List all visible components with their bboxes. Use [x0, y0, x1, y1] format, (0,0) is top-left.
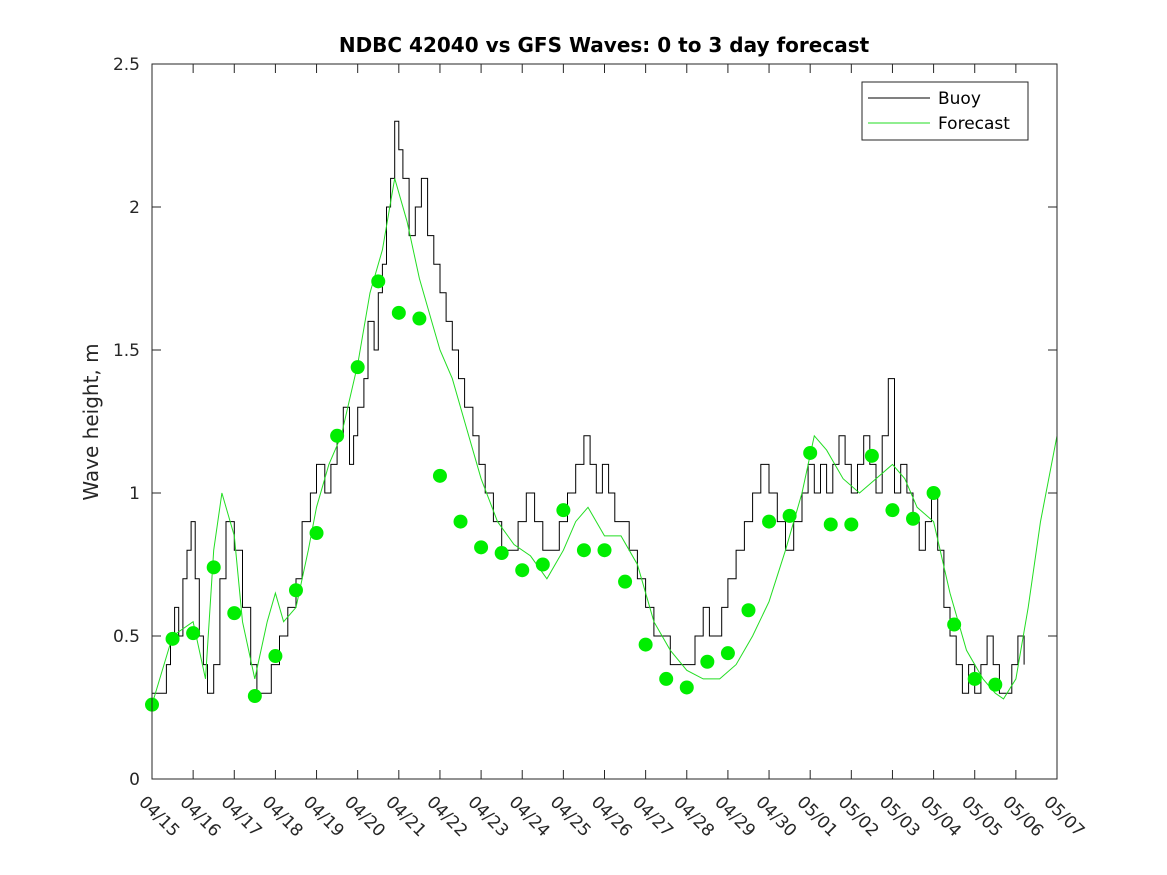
- forecast-point: [906, 511, 921, 526]
- y-tick-label: 2.5: [113, 55, 140, 75]
- forecast-point: [515, 563, 530, 578]
- y-tick-label: 0.5: [113, 627, 140, 647]
- forecast-point: [227, 606, 242, 621]
- forecast-point: [762, 514, 777, 529]
- forecast-point: [350, 360, 365, 375]
- forecast-point: [720, 646, 735, 661]
- forecast-point: [330, 428, 345, 443]
- y-tick-label: 2: [129, 198, 140, 218]
- forecast-point: [288, 583, 303, 598]
- forecast-point: [371, 274, 386, 289]
- series-layer: [151, 120, 1058, 705]
- forecast-point: [741, 603, 756, 618]
- y-tick-label: 0: [129, 770, 140, 790]
- forecast-point: [823, 517, 838, 532]
- forecast-point: [926, 486, 941, 500]
- forecast-point: [412, 311, 427, 326]
- forecast-point: [432, 468, 447, 483]
- forecast-point: [864, 448, 879, 463]
- forecast-point: [659, 671, 674, 686]
- forecast-point: [988, 677, 1003, 692]
- forecast-point: [844, 517, 859, 532]
- legend-buoy-label: Buoy: [938, 89, 981, 109]
- forecast-point: [576, 543, 591, 558]
- forecast-point: [247, 689, 262, 704]
- forecast-point: [186, 626, 201, 641]
- chart-title: NDBC 42040 vs GFS Waves: 0 to 3 day fore…: [339, 33, 870, 57]
- forecast-point: [967, 671, 982, 686]
- forecast-point: [597, 543, 612, 558]
- forecast-point: [638, 637, 653, 652]
- y-axis-label: Wave height, m: [79, 343, 103, 500]
- forecast-point: [618, 574, 633, 589]
- forecast-point: [782, 508, 797, 523]
- forecast-point: [309, 526, 324, 541]
- forecast-point: [165, 631, 180, 646]
- axes-background: [152, 64, 1057, 779]
- forecast-point: [474, 540, 489, 555]
- forecast-point: [679, 680, 694, 695]
- series-forecast-line: [151, 178, 1058, 705]
- legend-box: [861, 81, 1029, 141]
- forecast-point: [391, 305, 406, 320]
- forecast-point: [700, 654, 715, 669]
- forecast-point: [453, 514, 468, 529]
- forecast-point: [947, 617, 962, 632]
- forecast-point: [885, 503, 900, 518]
- legend: Buoy Forecast: [861, 81, 1029, 141]
- series-buoy-line: [152, 120, 1025, 694]
- y-tick-label: 1.5: [113, 341, 140, 361]
- forecast-point: [535, 557, 550, 572]
- forecast-point: [268, 649, 283, 664]
- forecast-point: [206, 560, 221, 575]
- plot-area: [152, 64, 1057, 779]
- forecast-point: [803, 445, 818, 460]
- forecast-point: [556, 503, 571, 518]
- legend-forecast-label: Forecast: [938, 114, 1010, 134]
- y-tick-label: 1: [129, 484, 140, 504]
- forecast-point: [494, 546, 509, 561]
